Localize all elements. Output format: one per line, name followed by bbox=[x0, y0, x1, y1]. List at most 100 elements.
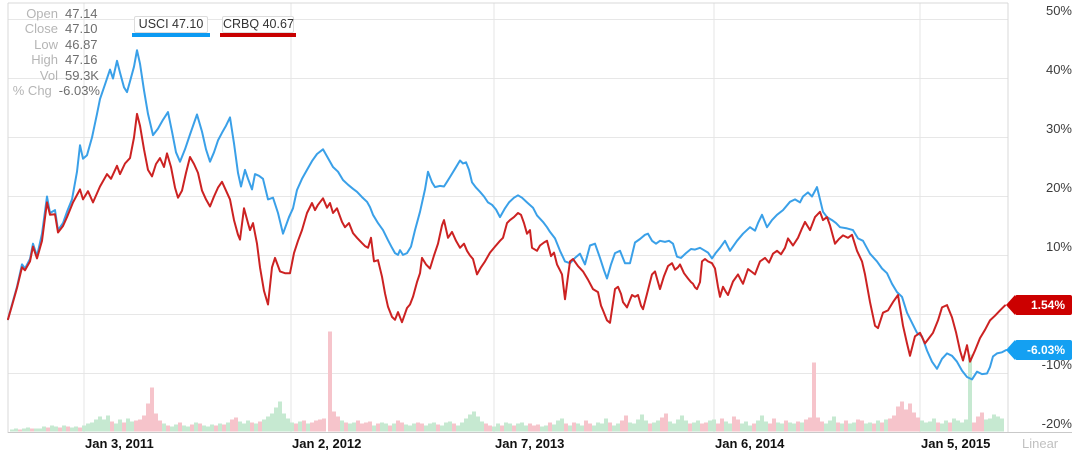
volume-bar bbox=[376, 423, 380, 432]
quote-value: 47.10 bbox=[65, 21, 98, 37]
quote-row-volume: Vol 59.3K bbox=[0, 68, 100, 83]
volume-bar bbox=[876, 420, 880, 432]
volume-bar bbox=[306, 423, 310, 432]
volume-bar bbox=[568, 425, 572, 432]
volume-bar bbox=[780, 423, 784, 432]
volume-bar bbox=[840, 423, 844, 432]
volume-bar bbox=[864, 423, 868, 432]
volume-bar bbox=[496, 423, 500, 432]
volume-bar bbox=[492, 426, 496, 432]
volume-bar bbox=[266, 416, 270, 432]
legend-symbol: CRBQ bbox=[223, 17, 260, 31]
volume-bar bbox=[356, 420, 360, 432]
volume-bar bbox=[920, 420, 924, 432]
volume-bar bbox=[608, 422, 612, 432]
volume-bar bbox=[444, 422, 448, 432]
volume-bar bbox=[10, 429, 14, 432]
quote-label: Low bbox=[34, 36, 58, 52]
volume-bar bbox=[290, 422, 294, 432]
x-axis-date-label: Jan 2, 2012 bbox=[292, 436, 362, 451]
volume-bar bbox=[940, 423, 944, 432]
volume-bar bbox=[852, 422, 856, 432]
legend-tab-crbq[interactable]: CRBQ 40.67 bbox=[220, 16, 296, 37]
volume-bar bbox=[230, 419, 234, 432]
volume-bar bbox=[660, 417, 664, 432]
volume-bar bbox=[580, 425, 584, 432]
volume-bar bbox=[612, 425, 616, 432]
volume-bar bbox=[94, 419, 98, 432]
volume-bar bbox=[254, 423, 258, 432]
volume-bar bbox=[784, 420, 788, 432]
volume-bar bbox=[166, 425, 170, 432]
volume-bar bbox=[66, 426, 70, 432]
volume-bar bbox=[844, 420, 848, 432]
volume-bar bbox=[688, 423, 692, 432]
volume-bar bbox=[50, 425, 54, 432]
volume-bar bbox=[756, 420, 760, 432]
badge-text: -6.03% bbox=[1026, 343, 1065, 358]
volume-bar bbox=[812, 362, 816, 432]
volume-bar bbox=[22, 428, 26, 432]
volume-bar bbox=[992, 414, 996, 432]
volume-bar bbox=[174, 424, 178, 432]
usci-line bbox=[7, 49, 1007, 381]
volume-bar bbox=[194, 422, 198, 432]
volume-bar bbox=[700, 423, 704, 432]
volume-bar bbox=[600, 423, 604, 432]
volume-bar bbox=[744, 421, 748, 432]
volume-bar bbox=[26, 427, 30, 432]
volume-bar bbox=[126, 418, 130, 432]
volume-bar bbox=[488, 425, 492, 432]
volume-bar bbox=[928, 421, 932, 432]
volume-bar bbox=[720, 418, 724, 432]
volume-bar bbox=[564, 423, 568, 432]
y-axis-tick-label: 10% bbox=[1045, 238, 1072, 254]
volume-bar bbox=[484, 423, 488, 432]
volume-bar bbox=[816, 417, 820, 432]
volume-bar bbox=[278, 401, 282, 432]
x-axis-date-label: Jan 7, 2013 bbox=[495, 436, 565, 451]
volume-bar bbox=[134, 420, 138, 432]
badge-text: 1.54% bbox=[1030, 298, 1065, 313]
volume-bar bbox=[170, 426, 174, 432]
volume-bar bbox=[528, 423, 532, 432]
volume-bar bbox=[632, 423, 636, 432]
volume-bar bbox=[984, 419, 988, 432]
volume-bar bbox=[158, 420, 162, 432]
x-axis-date-label: Jan 3, 2011 bbox=[85, 436, 154, 451]
y-axis-tick-label: 30% bbox=[1045, 120, 1072, 136]
volume-bar bbox=[848, 423, 852, 432]
volume-bar bbox=[956, 420, 960, 432]
volume-bar bbox=[448, 421, 452, 432]
legend-tab-usci[interactable]: USCI 47.10 bbox=[132, 16, 210, 37]
volume-bar bbox=[352, 422, 356, 432]
volume-bar bbox=[972, 422, 976, 432]
volume-bar bbox=[360, 423, 364, 432]
quote-value: 59.3K bbox=[65, 67, 99, 83]
volume-bar bbox=[536, 424, 540, 432]
volume-bar bbox=[596, 422, 600, 432]
legend-underline-usci bbox=[132, 33, 210, 37]
volume-bar bbox=[428, 423, 432, 432]
volume-bar bbox=[186, 426, 190, 432]
scale-toggle-linear[interactable]: Linear bbox=[1022, 436, 1059, 451]
quote-row-low: Low 46.87 bbox=[0, 37, 100, 52]
volume-bar bbox=[274, 407, 278, 432]
volume-bar bbox=[732, 416, 736, 432]
volume-bar bbox=[676, 419, 680, 432]
volume-bar bbox=[952, 418, 956, 432]
volume-bar bbox=[680, 415, 684, 432]
volume-bar bbox=[74, 426, 78, 432]
volume-bar bbox=[302, 420, 306, 432]
volume-bar bbox=[960, 422, 964, 432]
volume-bar bbox=[704, 422, 708, 432]
quote-label: Open bbox=[26, 6, 58, 21]
volume-bar bbox=[336, 416, 340, 432]
volume-bar bbox=[258, 421, 262, 432]
volume-bar bbox=[996, 416, 1000, 432]
volume-bar bbox=[548, 422, 552, 432]
volume-bar bbox=[392, 423, 396, 432]
volume-bar bbox=[884, 419, 888, 432]
